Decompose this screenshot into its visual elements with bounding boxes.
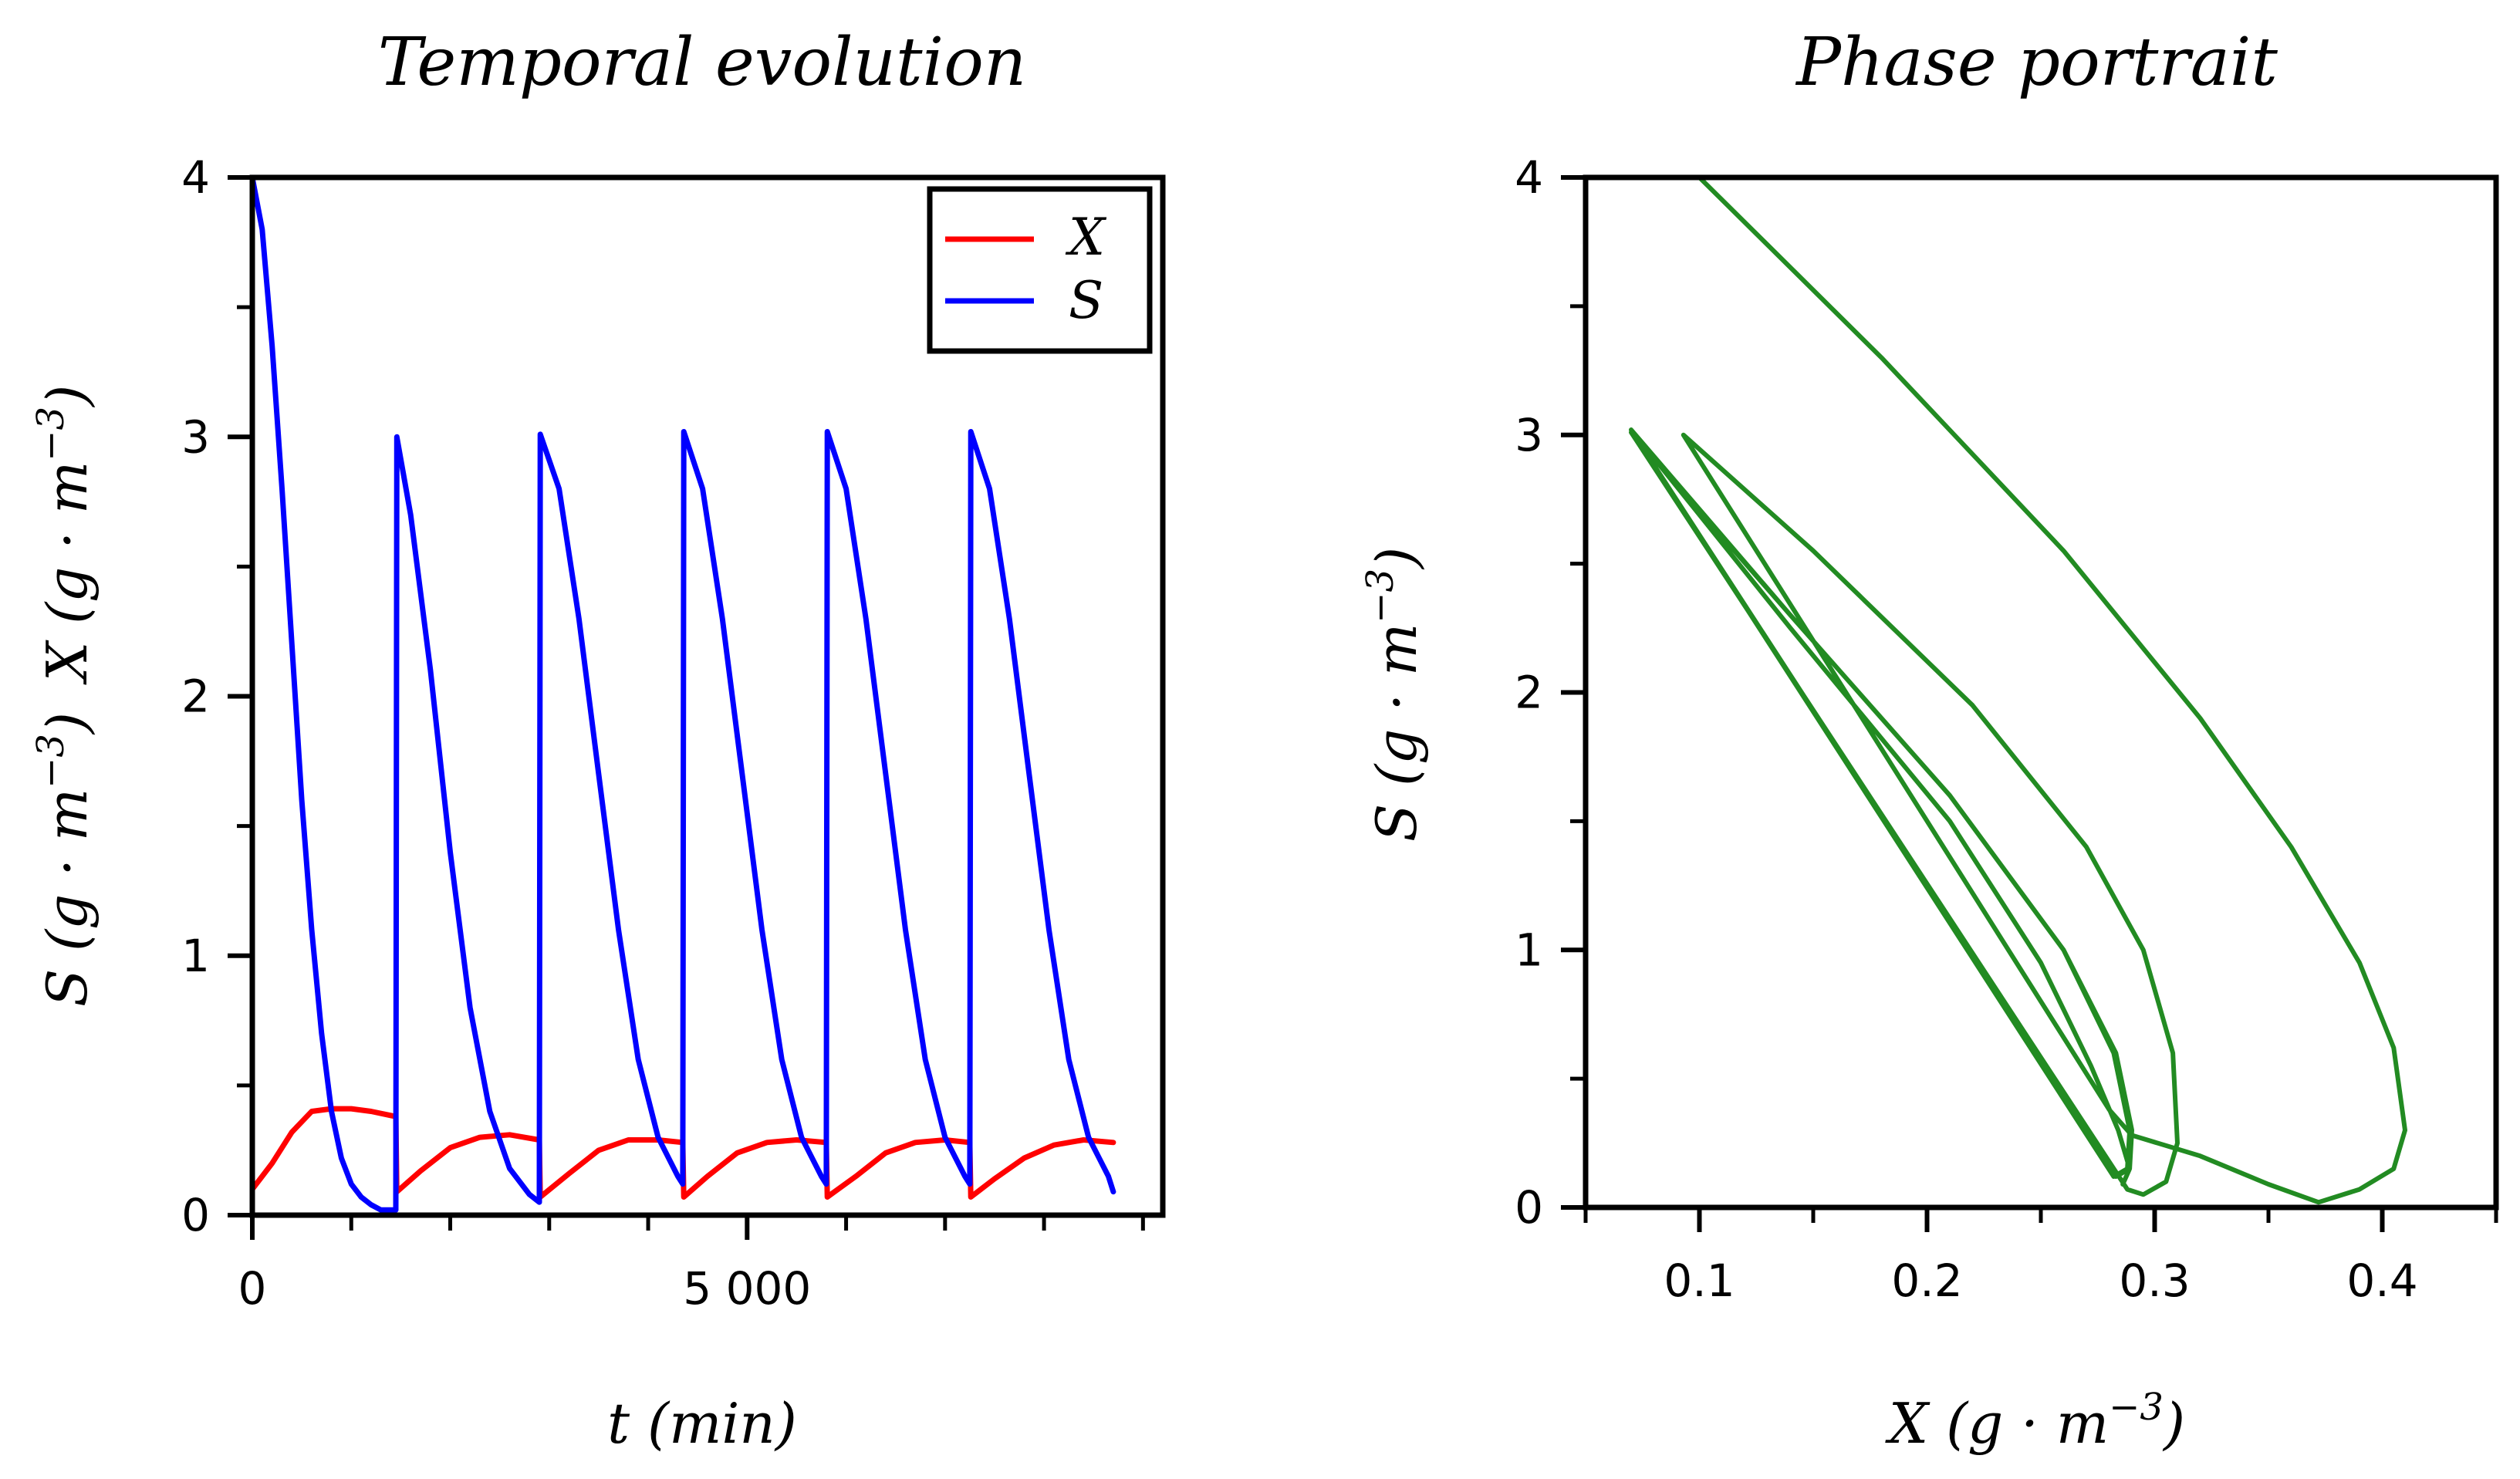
phase-y-tick-label: 0 — [1515, 1181, 1543, 1234]
phase-plot-frame — [1583, 174, 2499, 1211]
phase-x-var: X — [1885, 1391, 1931, 1456]
phase-series-trajectory — [1629, 175, 2407, 1205]
temporal-x-tick-label: 0 — [238, 1262, 267, 1315]
temporal-series-x — [249, 1106, 1116, 1200]
phase-x-unit-open: (g · m — [1946, 1391, 2109, 1456]
y-axis-x-unit-open: (g · m — [35, 461, 100, 624]
phase-y-var: S — [1364, 804, 1429, 842]
legend: X S — [927, 186, 1153, 354]
y-axis-x-unit-close: ) — [35, 385, 100, 408]
phase-series-group — [1629, 175, 2407, 1205]
temporal-evolution-title: Temporal evolution — [378, 24, 1027, 101]
temporal-y-tick-label: 3 — [181, 410, 210, 463]
phase-y-unit-exp: −3 — [1359, 569, 1402, 623]
legend-s-label: S — [1069, 271, 1103, 330]
phase-x-tick-label: 0.2 — [1891, 1254, 1962, 1307]
phase-y-tick-label: 2 — [1515, 667, 1543, 719]
temporal-evolution-panel: Temporal evolution 0 5 000 0 1 2 3 4 X S t (mi… — [29, 24, 1166, 1456]
y-axis-x-var: X — [35, 640, 100, 685]
phase-x-axis-label: X (g · m−3) — [1885, 1386, 2185, 1456]
phase-y-tick-label: 4 — [1515, 151, 1543, 204]
temporal-y-tick-label: 1 — [181, 930, 210, 982]
y-axis-s-unit-open: (g · m — [35, 788, 100, 951]
temporal-y-tick-label: 2 — [181, 670, 210, 723]
legend-x-label: X — [1065, 208, 1107, 267]
phase-portrait-title: Phase portrait — [1795, 24, 2278, 101]
y-axis-x-unit-exp: −3 — [29, 407, 73, 461]
phase-y-unit-open: (g · m — [1364, 623, 1429, 786]
temporal-x-tick-label: 5 000 — [683, 1262, 811, 1315]
y-axis-s-unit-exp: −3 — [29, 734, 73, 788]
legend-box — [927, 186, 1153, 354]
temporal-y-tick-label: 4 — [181, 151, 210, 204]
x-axis-var: t — [607, 1391, 630, 1456]
x-axis-unit: (min) — [647, 1391, 797, 1456]
y-axis-s-unit-close: ) — [35, 712, 100, 735]
phase-y-axis-label: S (g · m−3) — [1359, 547, 1429, 842]
temporal-axis-ticks: 0 5 000 0 1 2 3 4 — [181, 151, 1145, 1315]
phase-axis-ticks: 0.1 0.2 0.3 0.4 0 1 2 3 4 — [1515, 151, 2498, 1307]
phase-x-tick-label: 0.3 — [2119, 1254, 2190, 1307]
temporal-y-tick-label: 0 — [181, 1189, 210, 1241]
phase-y-unit-close: ) — [1364, 547, 1429, 570]
phase-y-tick-label: 1 — [1515, 924, 1543, 976]
phase-portrait-panel: Phase portrait 0.1 0.2 0.3 0.4 0 1 2 3 4 X (g · … — [1359, 24, 2499, 1456]
phase-x-unit-exp: −3 — [2109, 1386, 2164, 1429]
temporal-y-axis-label: S (g · m−3)X (g · m−3) — [29, 385, 100, 1007]
temporal-x-axis-label: t (min) — [607, 1391, 797, 1456]
temporal-series-s — [249, 174, 1116, 1213]
y-axis-s-var: S — [35, 969, 100, 1007]
phase-x-tick-label: 0.1 — [1664, 1254, 1735, 1307]
phase-x-tick-label: 0.4 — [2346, 1254, 2417, 1307]
phase-y-tick-label: 3 — [1515, 409, 1543, 461]
phase-x-unit-close: ) — [2162, 1391, 2185, 1456]
temporal-series-group — [249, 174, 1116, 1213]
